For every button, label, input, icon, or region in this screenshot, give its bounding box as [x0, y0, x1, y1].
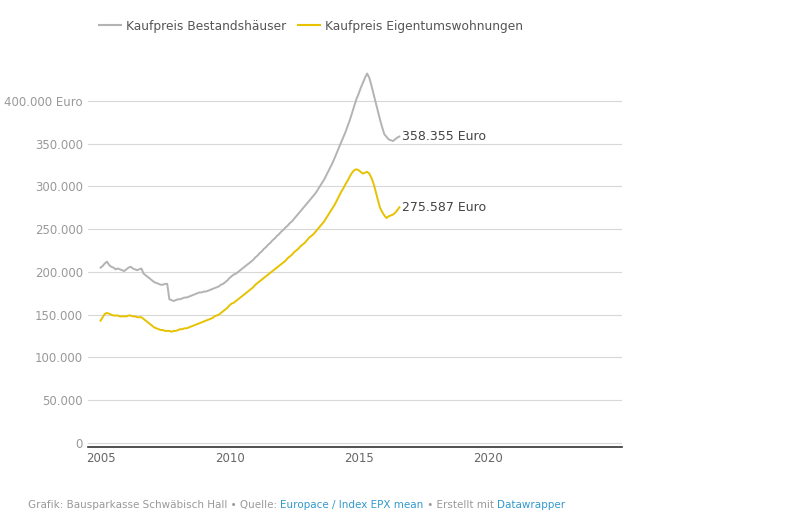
Text: Europace / Index EPX mean: Europace / Index EPX mean [281, 500, 423, 510]
Text: Grafik: Bausparkasse Schwäbisch Hall • Quelle:: Grafik: Bausparkasse Schwäbisch Hall • Q… [28, 500, 281, 510]
Text: 358.355 Euro: 358.355 Euro [402, 130, 486, 143]
Legend: Kaufpreis Bestandshäuser, Kaufpreis Eigentumswohnungen: Kaufpreis Bestandshäuser, Kaufpreis Eige… [94, 15, 528, 37]
Text: 275.587 Euro: 275.587 Euro [402, 201, 487, 214]
Text: Datawrapper: Datawrapper [497, 500, 565, 510]
Text: • Erstellt mit: • Erstellt mit [423, 500, 497, 510]
